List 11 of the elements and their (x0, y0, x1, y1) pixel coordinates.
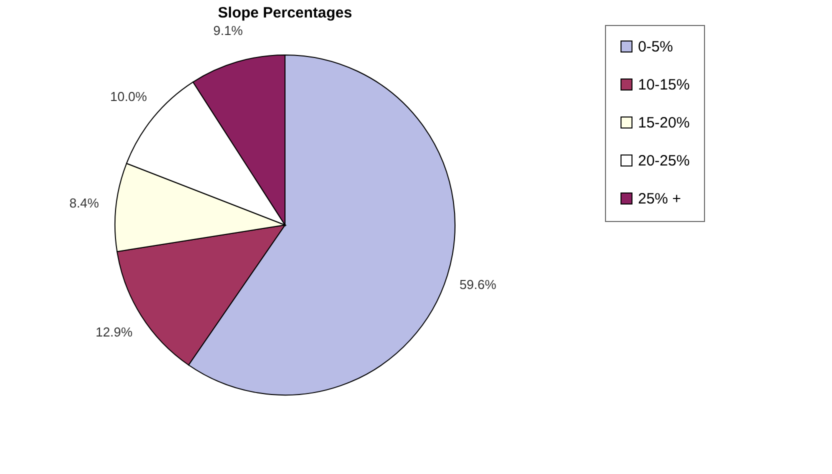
data-label: 12.9% (96, 324, 133, 340)
legend-label: 15-20% (638, 114, 690, 132)
chart-title: Slope Percentages (218, 4, 352, 22)
legend-label: 20-25% (638, 152, 690, 170)
legend-label: 25% + (638, 190, 682, 208)
data-label: 59.6% (459, 277, 497, 292)
data-label: 9.1% (213, 23, 244, 38)
legend-label: 10-15% (638, 76, 690, 94)
data-label: 8.4% (69, 195, 100, 210)
data-label: 10.0% (110, 89, 148, 104)
legend-label: 0-5% (638, 38, 674, 56)
